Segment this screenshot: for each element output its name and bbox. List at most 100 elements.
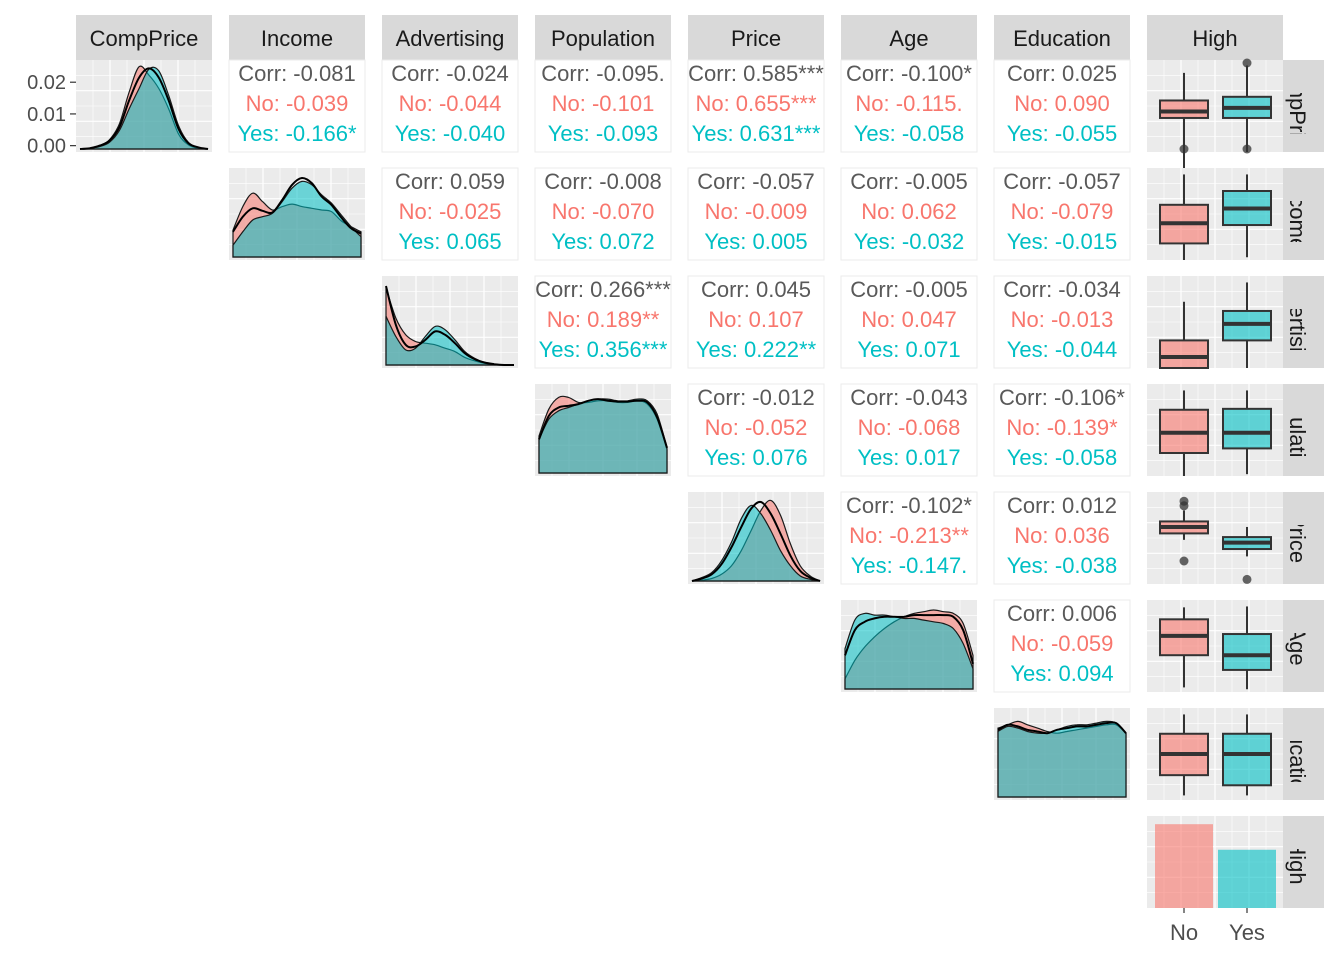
corr-panel-population-education: Corr: -0.106* No: -0.139* Yes: -0.058: [993, 383, 1131, 477]
corr-panel-bg: [228, 59, 366, 153]
corr-yes-text: Yes: -0.058: [1007, 445, 1118, 470]
density-overall-education: [997, 721, 1127, 735]
corr-yes-text: Yes: -0.040: [395, 121, 506, 146]
corr-text-group: Corr: 0.012 No: 0.036 Yes: -0.038: [1007, 493, 1118, 578]
strip-top-advertising: [382, 15, 518, 60]
strip-label-education: Education: [1013, 26, 1111, 51]
corr-yes-text: Yes: -0.032: [854, 229, 965, 254]
strip-label-right-compprice: CompPrice: [1285, 52, 1310, 161]
corr-panel-bg: [534, 167, 672, 261]
corr-panel-bg: [840, 491, 978, 585]
corr-panel-income-advertising: Corr: 0.059 No: -0.025 Yes: 0.065: [381, 167, 519, 261]
strip-label-right-education: Education: [1285, 705, 1310, 803]
corr-panel-income-population: Corr: -0.008 No: -0.070 Yes: 0.072: [534, 167, 672, 261]
corr-text-group: Corr: 0.006 No: -0.059 Yes: 0.094: [1007, 601, 1117, 686]
density-overall-population: [538, 398, 668, 449]
strip-top-high: [1147, 15, 1283, 60]
outlier-point: [1242, 58, 1252, 68]
corr-panel-advertising-price: Corr: 0.045 No: 0.107 Yes: 0.222**: [687, 275, 825, 369]
corr-overall-text: Corr: 0.025: [1007, 61, 1117, 86]
corr-text-group: Corr: -0.081 No: -0.039 Yes: -0.166*: [237, 61, 356, 146]
corr-yes-text: Yes: -0.058: [854, 121, 965, 146]
corr-yes-text: Yes: -0.166*: [237, 121, 356, 146]
corr-overall-text: Corr: -0.008: [544, 169, 661, 194]
strip-label-right-income: Income: [1285, 178, 1310, 250]
boxplot-no-compprice: [1159, 72, 1209, 171]
corr-panel-bg: [687, 59, 825, 153]
boxplot-no-advertising: [1159, 301, 1209, 369]
corr-no-text: No: -0.079: [1011, 199, 1114, 224]
density-yes-age: [844, 612, 974, 690]
strip-label-advertising: Advertising: [396, 26, 505, 51]
corr-text-group: Corr: -0.043 No: -0.068 Yes: 0.017: [850, 385, 967, 470]
corr-panel-advertising-population: Corr: 0.266*** No: 0.189** Yes: 0.356***: [534, 275, 672, 369]
corr-no-text: No: -0.059: [1011, 631, 1114, 656]
corr-yes-text: Yes: -0.015: [1007, 229, 1118, 254]
corr-overall-text: Corr: -0.106*: [999, 385, 1125, 410]
strip-label-high: High: [1192, 26, 1237, 51]
bar-no: [1155, 824, 1213, 908]
density-overall-compprice: [79, 67, 209, 150]
corr-panel-bg: [993, 383, 1131, 477]
density-overall-age: [844, 613, 974, 665]
corr-yes-text: Yes: -0.147.: [851, 553, 968, 578]
corr-yes-text: Yes: 0.005: [704, 229, 807, 254]
boxplot-yes-income: [1222, 174, 1272, 258]
corr-text-group: Corr: -0.057 No: -0.079 Yes: -0.015: [1003, 169, 1120, 254]
corr-no-text: No: -0.070: [552, 199, 655, 224]
strip-label-price: Price: [731, 26, 781, 51]
strip-top-income: [229, 15, 365, 60]
corr-yes-text: Yes: 0.356***: [539, 337, 668, 362]
corr-overall-text: Corr: -0.102*: [846, 493, 972, 518]
strip-label-right-advertising: Advertising: [1285, 268, 1310, 377]
strip-label-right-population: Population: [1285, 378, 1310, 482]
corr-panel-bg: [840, 167, 978, 261]
corr-panel-bg: [381, 167, 519, 261]
corr-overall-text: Corr: -0.005: [850, 169, 967, 194]
corr-panel-bg: [993, 491, 1131, 585]
boxplot-yes-compprice: [1222, 58, 1272, 154]
corr-overall-text: Corr: -0.095.: [541, 61, 665, 86]
strip-top-compprice: [76, 15, 212, 60]
corr-text-group: Corr: -0.057 No: -0.009 Yes: 0.005: [697, 169, 814, 254]
corr-panel-price-education: Corr: 0.012 No: 0.036 Yes: -0.038: [993, 491, 1131, 585]
corr-no-text: No: -0.044: [399, 91, 502, 116]
box: [1159, 99, 1209, 119]
corr-text-group: Corr: -0.106* No: -0.139* Yes: -0.058: [999, 385, 1125, 470]
boxplot-yes-advertising: [1222, 282, 1272, 368]
corr-overall-text: Corr: -0.024: [391, 61, 508, 86]
corr-no-text: No: -0.101: [552, 91, 655, 116]
corr-panel-population-price: Corr: -0.012 No: -0.052 Yes: 0.076: [687, 383, 825, 477]
corr-text-group: Corr: -0.005 No: 0.062 Yes: -0.032: [850, 169, 967, 254]
boxplot-no-education: [1159, 714, 1209, 796]
corr-no-text: No: 0.189**: [547, 307, 660, 332]
corr-yes-text: Yes: 0.631***: [692, 121, 821, 146]
corr-text-group: Corr: -0.102* No: -0.213** Yes: -0.147.: [846, 493, 972, 578]
boxplot-yes-population: [1222, 390, 1272, 475]
density-overall-advertising: [385, 285, 515, 367]
corr-panel-bg: [993, 59, 1131, 153]
outlier-point: [1179, 144, 1189, 154]
corr-overall-text: Corr: -0.100*: [846, 61, 972, 86]
corr-panel-bg: [840, 275, 978, 369]
corr-overall-text: Corr: 0.266***: [535, 277, 671, 302]
corr-text-group: Corr: -0.024 No: -0.044 Yes: -0.040: [391, 61, 508, 146]
corr-panel-bg: [840, 383, 978, 477]
strip-top-population: [535, 15, 671, 60]
corr-panel-bg: [993, 599, 1131, 693]
corr-panel-compprice-education: Corr: 0.025 No: 0.090 Yes: -0.055: [993, 59, 1131, 153]
corr-text-group: Corr: 0.045 No: 0.107 Yes: 0.222**: [696, 277, 817, 362]
corr-yes-text: Yes: 0.076: [704, 445, 807, 470]
corr-no-text: No: -0.115.: [855, 91, 962, 116]
corr-overall-text: Corr: -0.005: [850, 277, 967, 302]
corr-panel-price-age: Corr: -0.102* No: -0.213** Yes: -0.147.: [840, 491, 978, 585]
corr-no-text: No: -0.139*: [1006, 415, 1118, 440]
corr-text-group: Corr: -0.012 No: -0.052 Yes: 0.076: [697, 385, 814, 470]
y-tick-label: 0.02: [27, 72, 66, 94]
corr-panel-bg: [381, 59, 519, 153]
strip-label-population: Population: [551, 26, 655, 51]
strip-right-income: [1283, 168, 1324, 260]
corr-no-text: No: 0.090: [1014, 91, 1109, 116]
x-tick-label-no: No: [1170, 920, 1198, 945]
boxplot-no-population: [1159, 390, 1209, 476]
